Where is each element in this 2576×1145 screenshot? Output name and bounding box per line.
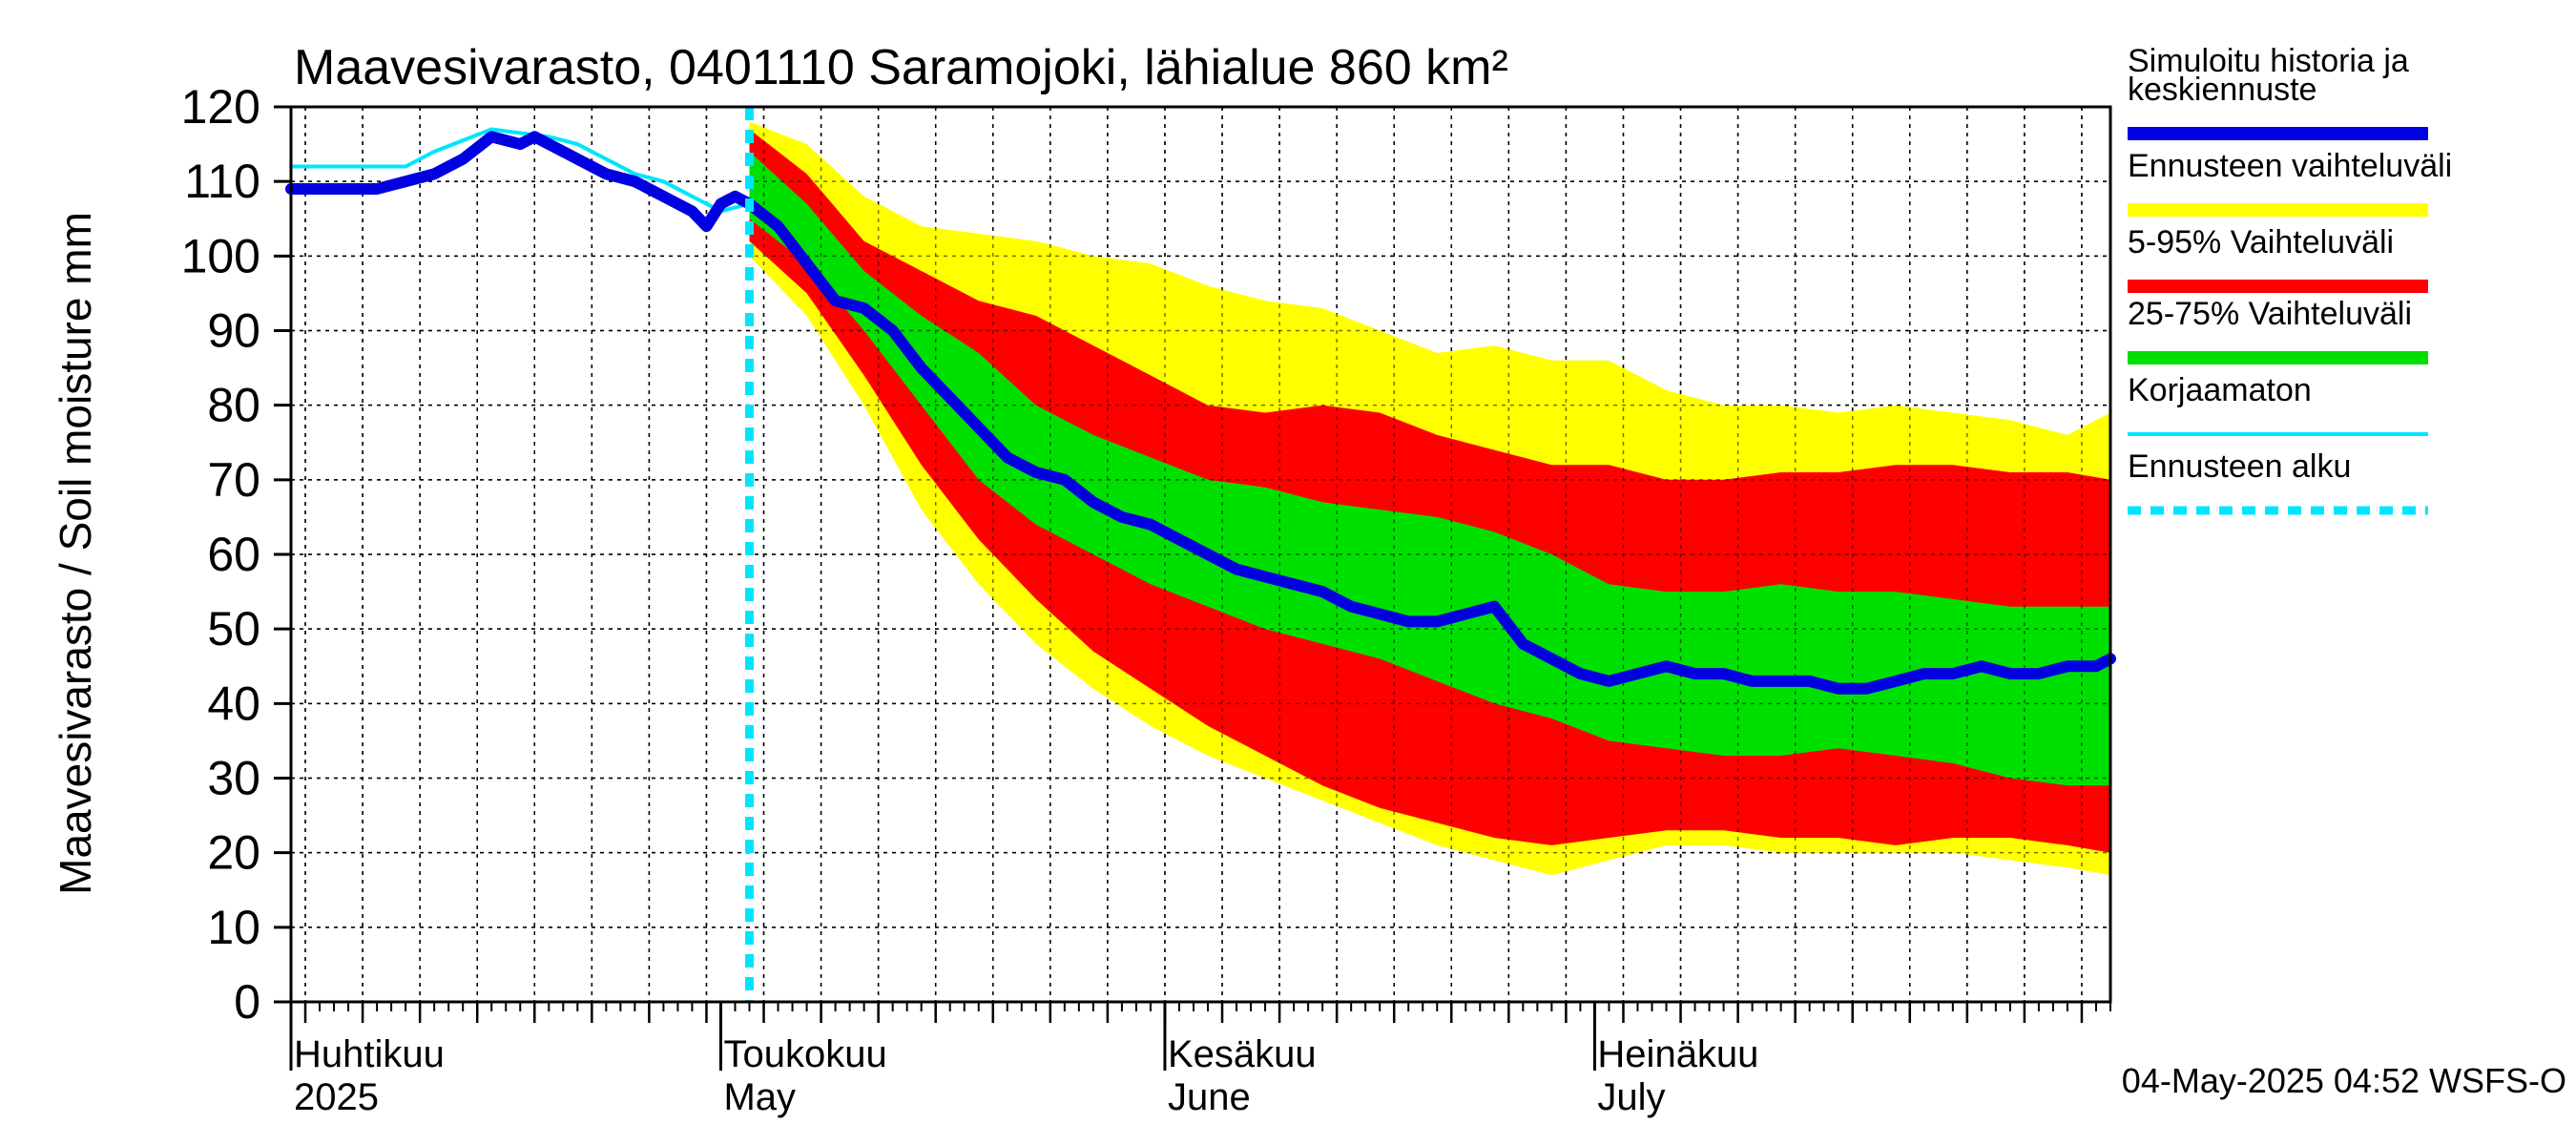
- x-month-label-fi: Toukokuu: [723, 1033, 886, 1075]
- y-tick-label: 40: [207, 677, 260, 730]
- y-tick-label: 70: [207, 453, 260, 507]
- line-median-forecast: [285, 131, 2116, 695]
- footer-timestamp: 04-May-2025 04:52 WSFS-O: [2122, 1061, 2566, 1100]
- legend-label: Simuloitu historia ja: [2128, 43, 2409, 79]
- legend-label: 25-75% Vaihteluväli: [2128, 296, 2412, 332]
- y-tick-label: 10: [207, 901, 260, 954]
- y-tick-label: 30: [207, 752, 260, 805]
- line-uncorrected: [289, 127, 752, 214]
- y-ticks: 0 10 20 30 40 50 60 70 80 90 100 110 120: [181, 80, 291, 1029]
- x-month-label-fi: Huhtikuu: [294, 1033, 445, 1075]
- y-tick-label: 120: [181, 80, 260, 134]
- y-tick-label: 110: [184, 155, 260, 208]
- y-tick-label: 60: [207, 528, 260, 581]
- band-25-75-vaihteluv-li: [749, 151, 2110, 786]
- y-tick-label: 50: [207, 602, 260, 656]
- lines: [285, 107, 2116, 1002]
- x-month-label-en: May: [723, 1076, 796, 1118]
- legend-label: Ennusteen alku: [2128, 448, 2351, 485]
- x-month-label-fi: Kesäkuu: [1168, 1033, 1317, 1075]
- x-month-label-en: June: [1168, 1076, 1251, 1118]
- grid-overlay: [291, 106, 2110, 1003]
- y-tick-label: 100: [181, 229, 260, 282]
- x-month-label-en: 2025: [294, 1076, 379, 1118]
- y-axis-label: Maavesivarasto / Soil moisture mm: [51, 212, 100, 895]
- y-tick-label: 0: [234, 975, 260, 1029]
- y-tick-label: 90: [207, 304, 260, 358]
- x-month-label-en: July: [1597, 1076, 1665, 1118]
- legend-label: Ennusteen vaihteluväli: [2128, 148, 2452, 184]
- y-tick-label: 20: [207, 826, 260, 880]
- legend-label: keskiennuste: [2128, 72, 2316, 108]
- y-tick-label: 80: [207, 379, 260, 432]
- x-month-label-fi: Heinäkuu: [1597, 1033, 1758, 1075]
- legend-label: 5-95% Vaihteluväli: [2128, 224, 2394, 260]
- chart-title: Maavesivarasto, 0401110 Saramojoki, lähi…: [294, 40, 1508, 95]
- legend-label: Korjaamaton: [2128, 372, 2312, 408]
